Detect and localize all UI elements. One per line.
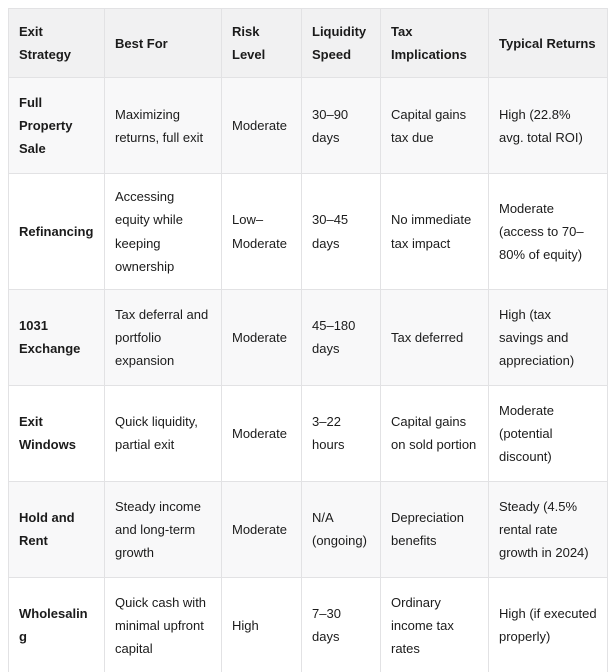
table-row: Full Property Sale Maximizing returns, fu…	[8, 77, 608, 175]
column-header: Exit Strategy	[8, 7, 105, 79]
table-row: Wholesaling Quick cash with minimal upfro…	[8, 576, 608, 672]
table-cell: Moderate	[221, 77, 302, 175]
table-cell: 30–90 days	[301, 77, 381, 175]
table-cell: Depreciation benefits	[380, 480, 489, 578]
table-cell: Ordinary income tax rates	[380, 576, 489, 672]
exit-strategy-comparison-table: Exit Strategy Best For Risk Level Liquidity…	[8, 7, 608, 672]
table-cell: 30–45 days	[301, 173, 381, 290]
table-cell: Moderate (potential discount)	[488, 384, 608, 482]
row-header-cell: Exit Windows	[8, 384, 105, 482]
table-header-row: Exit Strategy Best For Risk Level Liquidity…	[8, 7, 608, 79]
table-row: Refinancing Accessing equity while keepin…	[8, 173, 608, 290]
row-header-cell: Hold and Rent	[8, 480, 105, 578]
row-header-cell: 1031 Exchange	[8, 288, 105, 386]
column-header: Best For	[104, 7, 222, 79]
column-header: Risk Level	[221, 7, 302, 79]
row-header-cell: Refinancing	[8, 173, 105, 290]
table-cell: 45–180 days	[301, 288, 381, 386]
table-cell: High (tax savings and appreciation)	[488, 288, 608, 386]
table-cell: Maximizing returns, full exit	[104, 77, 222, 175]
table-cell: Moderate (access to 70–80% of equity)	[488, 173, 608, 290]
row-header-cell: Full Property Sale	[8, 77, 105, 175]
row-header-cell: Wholesaling	[8, 576, 105, 672]
table-cell: Tax deferred	[380, 288, 489, 386]
table-cell: No immediate tax impact	[380, 173, 489, 290]
table-cell: Capital gains on sold portion	[380, 384, 489, 482]
table-cell: High (if executed properly)	[488, 576, 608, 672]
column-header: Typical Returns	[488, 7, 608, 79]
table-cell: Steady (4.5% rental rate growth in 2024)	[488, 480, 608, 578]
table-cell: Moderate	[221, 480, 302, 578]
table-cell: Accessing equity while keeping ownership	[104, 173, 222, 290]
table-row: Hold and Rent Steady income and long-term…	[8, 480, 608, 578]
table-row: Exit Windows Quick liquidity, partial exi…	[8, 384, 608, 482]
table-cell: N/A (ongoing)	[301, 480, 381, 578]
table-row: 1031 Exchange Tax deferral and portfolio …	[8, 288, 608, 386]
table-cell: High	[221, 576, 302, 672]
table-cell: Steady income and long-term growth	[104, 480, 222, 578]
column-header: Tax Implications	[380, 7, 489, 79]
table-cell: 7–30 days	[301, 576, 381, 672]
table-cell: Moderate	[221, 384, 302, 482]
table-cell: 3–22 hours	[301, 384, 381, 482]
column-header: Liquidity Speed	[301, 7, 381, 79]
table-cell: Quick cash with minimal upfront capital	[104, 576, 222, 672]
table-cell: High (22.8% avg. total ROI)	[488, 77, 608, 175]
table-cell: Quick liquidity, partial exit	[104, 384, 222, 482]
table-cell: Capital gains tax due	[380, 77, 489, 175]
table-cell: Moderate	[221, 288, 302, 386]
table-cell: Tax deferral and portfolio expansion	[104, 288, 222, 386]
table-cell: Low–Moderate	[221, 173, 302, 290]
